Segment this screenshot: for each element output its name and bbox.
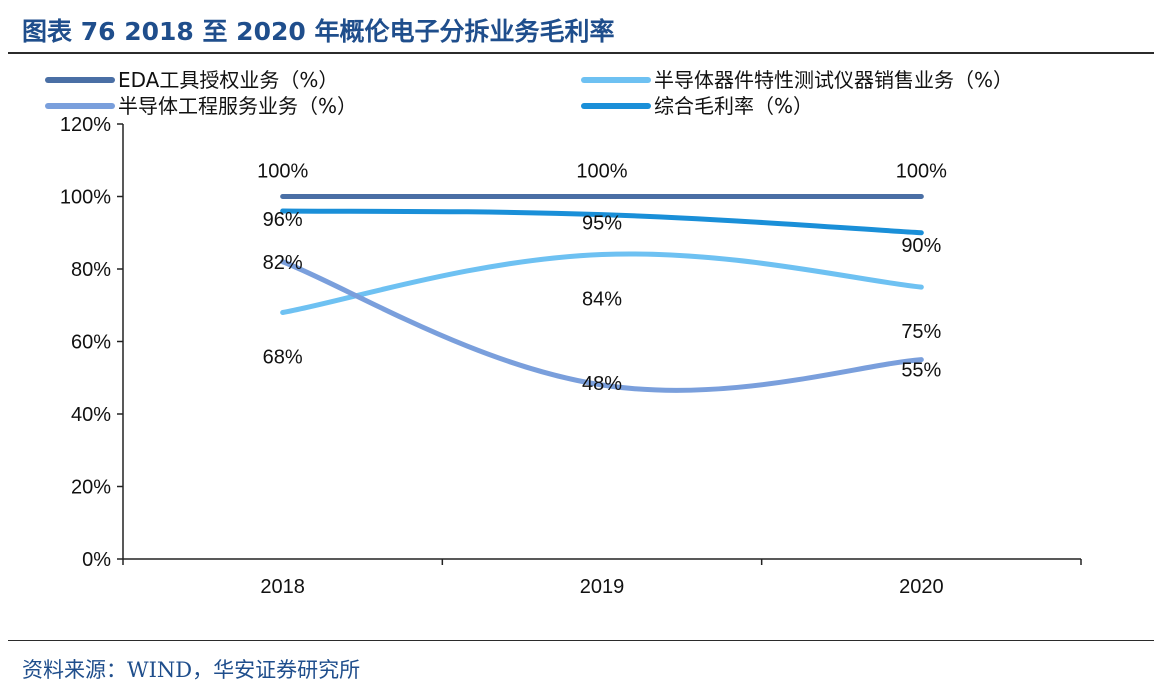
data-labels: 100% 100% 100% 68% 84% 75% 82% 48% 55% 96% 95% 90% <box>257 161 947 396</box>
legend-label: 半导体工程服务业务（%） <box>118 94 357 118</box>
series-lines <box>280 193 924 393</box>
y-tick-label: 40% <box>71 404 111 426</box>
data-label: 100% <box>896 161 947 183</box>
x-tick-label: 2019 <box>580 576 625 598</box>
data-label: 90% <box>901 235 941 257</box>
data-label: 68% <box>263 347 303 369</box>
source-note: 资料来源：WIND，华安证券研究所 <box>22 658 361 682</box>
y-tick-label: 120% <box>60 114 111 136</box>
data-label: 48% <box>582 373 622 395</box>
data-label: 55% <box>901 360 941 382</box>
y-tick-label: 100% <box>60 187 111 209</box>
y-tick-label: 60% <box>71 332 111 354</box>
series-line-2 <box>280 259 924 393</box>
legend-label: EDA工具授权业务（%） <box>118 68 338 92</box>
y-tick-label: 0% <box>82 549 111 571</box>
x-tick-label: 2018 <box>260 576 305 598</box>
series-line-3 <box>280 208 924 236</box>
data-label: 95% <box>582 213 622 235</box>
chart-title: 图表 76 2018 至 2020 年概伦电子分拆业务毛利率 <box>22 17 615 46</box>
data-label: 84% <box>582 289 622 311</box>
y-tick-label: 80% <box>71 259 111 281</box>
bottom-divider <box>8 640 1154 641</box>
y-tick-label: 20% <box>71 477 111 499</box>
data-label: 96% <box>263 209 303 231</box>
data-label: 100% <box>576 161 627 183</box>
data-label: 82% <box>263 252 303 274</box>
data-label: 100% <box>257 161 308 183</box>
legend-label: 半导体器件特性测试仪器销售业务（%） <box>654 68 1013 92</box>
data-label: 75% <box>901 321 941 343</box>
top-divider <box>8 52 1154 54</box>
x-tick-label: 2020 <box>899 576 944 598</box>
legend-label: 综合毛利率（%） <box>654 94 813 118</box>
axes: 0% 20% 40% 60% 80% 100% 120% 2018 2019 2020 <box>60 114 1082 598</box>
legend: EDA工具授权业务（%） 半导体器件特性测试仪器销售业务（%） 半导体工程服务业务（… <box>45 68 1013 118</box>
